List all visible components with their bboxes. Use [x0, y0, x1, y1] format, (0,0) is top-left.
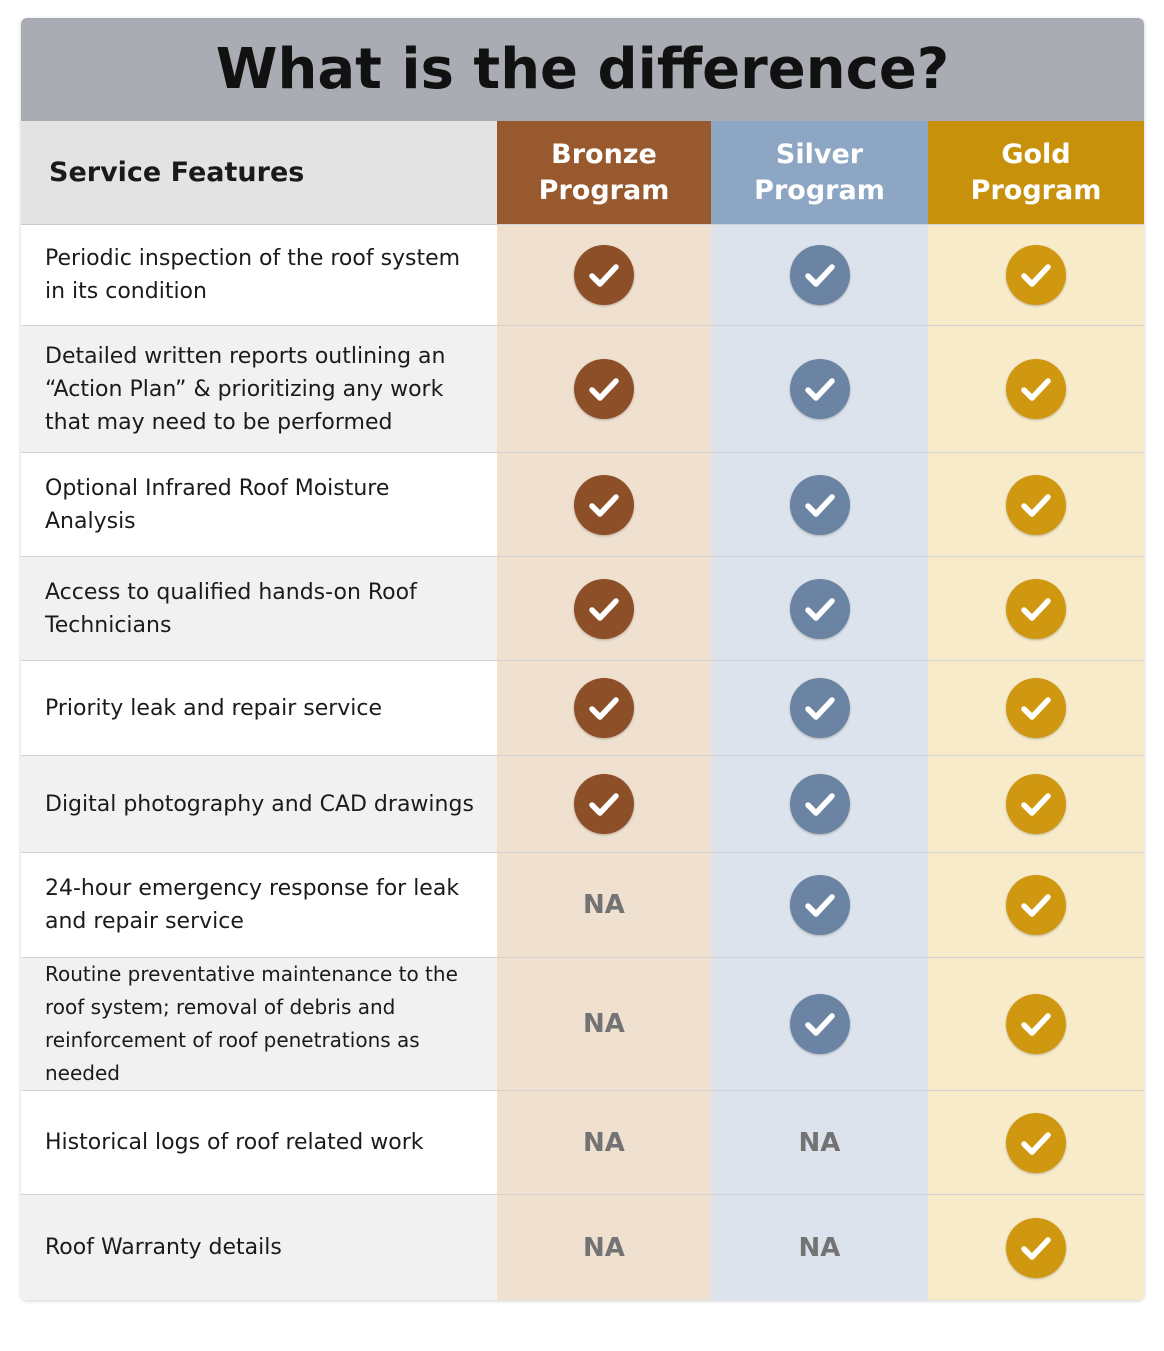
table-row: Priority leak and repair service [21, 660, 1144, 756]
check-circle-icon [789, 474, 850, 535]
silver-cell [711, 556, 928, 661]
silver-cell: NA [711, 1090, 928, 1195]
silver-cell [711, 325, 928, 453]
bronze-cell: NA [497, 957, 711, 1091]
feature-label: Roof Warranty details [21, 1194, 497, 1300]
bronze-cell [497, 556, 711, 661]
bronze-header-line1: Bronze [551, 138, 657, 170]
check-circle-icon [1006, 774, 1066, 834]
check-circle-icon [574, 774, 634, 834]
feature-label: Periodic inspection of the roof system i… [21, 224, 497, 326]
check-circle-icon [1006, 359, 1066, 419]
check-circle-icon [789, 578, 850, 639]
bronze-cell [497, 660, 711, 756]
table-row: Roof Warranty details NA NA [21, 1194, 1144, 1300]
not-available-label: NA [583, 1127, 625, 1158]
header-row: Service Features Bronze Program Silver P… [21, 121, 1144, 225]
bronze-cell: NA [497, 852, 711, 958]
silver-cell [711, 957, 928, 1091]
table-row: 24-hour emergency response for leak and … [21, 852, 1144, 958]
bronze-header-line2: Program [538, 174, 670, 206]
check-circle-icon [574, 359, 634, 419]
gold-cell [928, 556, 1144, 661]
gold-cell [928, 852, 1144, 958]
check-circle-icon [1006, 245, 1066, 305]
feature-label: Historical logs of roof related work [21, 1090, 497, 1195]
bronze-cell: NA [497, 1090, 711, 1195]
bronze-program-header: Bronze Program [497, 121, 711, 225]
table-row: Periodic inspection of the roof system i… [21, 224, 1144, 326]
bronze-cell [497, 325, 711, 453]
gold-cell [928, 1090, 1144, 1195]
feature-rows: Periodic inspection of the roof system i… [21, 224, 1144, 1300]
check-circle-icon [574, 245, 634, 305]
check-circle-icon [574, 678, 634, 738]
table-row: Routine preventative maintenance to the … [21, 957, 1144, 1091]
comparison-table: Service Features Bronze Program Silver P… [21, 121, 1144, 1300]
feature-label: Detailed written reports outlining an “A… [21, 325, 497, 453]
silver-cell [711, 755, 928, 853]
gold-cell [928, 452, 1144, 557]
check-circle-icon [1006, 1112, 1066, 1173]
table-row: Digital photography and CAD drawings [21, 755, 1144, 853]
not-available-label: NA [583, 890, 625, 920]
check-circle-icon [1006, 678, 1066, 738]
check-circle-icon [789, 245, 850, 305]
feature-label: Digital photography and CAD drawings [21, 755, 497, 853]
silver-cell [711, 452, 928, 557]
check-circle-icon [789, 678, 850, 738]
title-bar: What is the difference? [21, 18, 1144, 121]
gold-program-header: Gold Program [928, 121, 1144, 225]
feature-label: 24-hour emergency response for leak and … [21, 852, 497, 958]
table-row: Historical logs of roof related work NA NA [21, 1090, 1144, 1195]
check-circle-icon [1006, 578, 1066, 639]
table-row: Access to qualified hands-on Roof Techni… [21, 556, 1144, 661]
gold-cell [928, 660, 1144, 756]
bronze-cell: NA [497, 1194, 711, 1300]
table-row: Optional Infrared Roof Moisture Analysis [21, 452, 1144, 557]
gold-cell [928, 957, 1144, 1091]
not-available-label: NA [798, 1232, 841, 1263]
feature-label: Priority leak and repair service [21, 660, 497, 756]
check-circle-icon [1006, 994, 1066, 1054]
not-available-label: NA [583, 1009, 625, 1039]
check-circle-icon [1006, 1217, 1066, 1278]
check-circle-icon [1006, 875, 1066, 935]
silver-cell [711, 852, 928, 958]
bronze-cell [497, 452, 711, 557]
comparison-card: What is the difference? Service Features… [21, 18, 1144, 1300]
check-circle-icon [789, 774, 850, 834]
silver-header-line2: Program [754, 174, 885, 206]
gold-cell [928, 325, 1144, 453]
bronze-cell [497, 224, 711, 326]
silver-cell: NA [711, 1194, 928, 1300]
feature-label: Routine preventative maintenance to the … [21, 957, 497, 1091]
feature-label: Optional Infrared Roof Moisture Analysis [21, 452, 497, 557]
silver-header-line1: Silver [775, 138, 864, 170]
check-circle-icon [574, 578, 634, 639]
bronze-cell [497, 755, 711, 853]
service-features-header: Service Features [21, 121, 497, 225]
silver-program-header: Silver Program [711, 121, 928, 225]
check-circle-icon [1006, 474, 1066, 535]
gold-header-line1: Gold [1001, 138, 1071, 170]
gold-cell [928, 755, 1144, 853]
page-title: What is the difference? [215, 37, 950, 102]
gold-cell [928, 1194, 1144, 1300]
silver-cell [711, 660, 928, 756]
table-row: Detailed written reports outlining an “A… [21, 325, 1144, 453]
gold-header-line2: Program [970, 174, 1102, 206]
feature-label: Access to qualified hands-on Roof Techni… [21, 556, 497, 661]
check-circle-icon [789, 994, 850, 1054]
check-circle-icon [789, 359, 850, 419]
not-available-label: NA [583, 1232, 625, 1263]
check-circle-icon [574, 474, 634, 535]
not-available-label: NA [798, 1127, 841, 1158]
silver-cell [711, 224, 928, 326]
check-circle-icon [789, 875, 850, 935]
gold-cell [928, 224, 1144, 326]
